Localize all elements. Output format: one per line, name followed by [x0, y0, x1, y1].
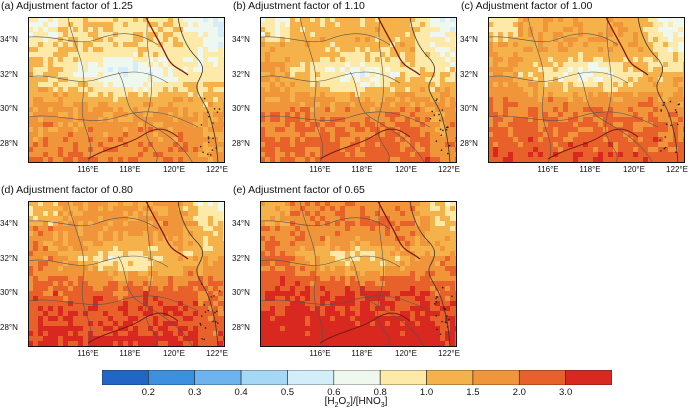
- colorbar-segment: [379, 370, 427, 385]
- longitude-label: 120°E: [395, 349, 417, 358]
- map-field: [260, 17, 457, 163]
- map-svg: [488, 17, 685, 163]
- map-svg: [28, 201, 225, 347]
- map-field: [488, 17, 685, 163]
- map-svg: [260, 17, 457, 163]
- colorbar-svg: [102, 370, 612, 385]
- latitude-label: 32°N: [0, 254, 18, 263]
- latitude-label: 30°N: [0, 104, 18, 113]
- longitude-label: 122°E: [438, 165, 460, 174]
- colorbar-segment: [194, 370, 242, 385]
- longitude-label: 122°E: [666, 165, 688, 174]
- latitude-label: 32°N: [460, 70, 478, 79]
- colorbar-segment: [518, 370, 566, 385]
- map-field: [260, 201, 457, 347]
- colorbar-segment: [287, 370, 335, 385]
- colorbar-tick-label: 0.5: [280, 387, 295, 398]
- longitude-label: 116°E: [77, 349, 99, 358]
- colorbar-segment: [240, 370, 288, 385]
- longitude-label: 120°E: [623, 165, 645, 174]
- colorbar-segment: [102, 370, 149, 385]
- map-svg: [28, 17, 225, 163]
- latitude-label: 32°N: [0, 70, 18, 79]
- latitude-label: 28°N: [460, 139, 478, 148]
- latitude-label: 30°N: [232, 104, 250, 113]
- latitude-label: 34°N: [0, 35, 18, 44]
- longitude-label: 120°E: [163, 165, 185, 174]
- longitude-label: 116°E: [309, 349, 331, 358]
- latitude-label: 32°N: [232, 254, 250, 263]
- latitude-label: 30°N: [232, 288, 250, 297]
- colorbar-tick-label: 0.3: [188, 387, 202, 398]
- colorbar: [102, 370, 612, 385]
- panel-title: (e) Adjustment factor of 0.65: [233, 184, 365, 196]
- longitude-label: 116°E: [537, 165, 559, 174]
- longitude-label: 118°E: [119, 349, 141, 358]
- latitude-label: 28°N: [0, 323, 18, 332]
- colorbar-tick-label: 0.4: [234, 387, 248, 398]
- colorbar-tick-label: 3.0: [559, 387, 573, 398]
- geo-lines: [488, 17, 681, 163]
- geo-lines: [260, 201, 453, 347]
- latitude-label: 30°N: [460, 104, 478, 113]
- longitude-label: 118°E: [351, 349, 373, 358]
- panel-title: (d) Adjustment factor of 0.80: [1, 184, 133, 196]
- latitude-label: 34°N: [0, 219, 18, 228]
- field-cells: [260, 17, 457, 163]
- longitude-label: 122°E: [438, 349, 460, 358]
- latitude-label: 28°N: [0, 139, 18, 148]
- latitude-label: 34°N: [232, 35, 250, 44]
- longitude-label: 118°E: [579, 165, 601, 174]
- map-field: [28, 201, 225, 347]
- field-cells: [28, 201, 225, 347]
- field-cells: [488, 17, 685, 163]
- colorbar-tick-label: 0.6: [327, 387, 341, 398]
- geo-lines: [28, 17, 221, 163]
- panel-title: (a) Adjustment factor of 1.25: [1, 0, 133, 12]
- longitude-label: 116°E: [77, 165, 99, 174]
- map-svg: [260, 201, 457, 347]
- map-panel: (b) Adjustment factor of 1.10 34°N 32°N 30°…: [232, 0, 460, 174]
- colorbar-unit: [H2O2]/[HNO3]: [324, 396, 388, 409]
- colorbar-segment: [148, 370, 196, 385]
- panel-title: (c) Adjustment factor of 1.00: [461, 0, 593, 12]
- colorbar-tick-label: 1.0: [419, 387, 434, 398]
- longitude-label: 116°E: [309, 165, 331, 174]
- map-panel: (c) Adjustment factor of 1.00 34°N 32°N 30°…: [460, 0, 688, 174]
- colorbar-tick-label: 2.0: [512, 387, 526, 398]
- longitude-label: 118°E: [351, 165, 373, 174]
- longitude-label: 122°E: [206, 165, 228, 174]
- geo-lines: [28, 201, 221, 347]
- field-cells: [260, 201, 457, 347]
- latitude-label: 34°N: [232, 219, 250, 228]
- colorbar-tick-label: 0.8: [373, 387, 387, 398]
- panel-title: (b) Adjustment factor of 1.10: [233, 0, 365, 12]
- colorbar-segment: [426, 370, 474, 385]
- latitude-label: 34°N: [460, 35, 478, 44]
- geo-lines: [260, 17, 451, 163]
- latitude-label: 30°N: [0, 288, 18, 297]
- latitude-label: 28°N: [232, 139, 250, 148]
- map-field: [28, 17, 225, 163]
- field-cells: [28, 17, 225, 163]
- latitude-label: 32°N: [232, 70, 250, 79]
- map-panel: (a) Adjustment factor of 1.25 34°N 32°N 30°…: [0, 0, 228, 174]
- colorbar-segment: [333, 370, 381, 385]
- latitude-label: 28°N: [232, 323, 250, 332]
- map-panel: (e) Adjustment factor of 0.65 34°N 32°N 30°…: [232, 184, 460, 358]
- longitude-label: 118°E: [119, 165, 141, 174]
- longitude-label: 120°E: [395, 165, 417, 174]
- colorbar-tick-label: 0.2: [141, 387, 155, 398]
- longitude-label: 120°E: [163, 349, 185, 358]
- map-panel: (d) Adjustment factor of 0.80 34°N 32°N 30°…: [0, 184, 228, 358]
- longitude-label: 122°E: [206, 349, 228, 358]
- colorbar-tick-label: 1.5: [466, 387, 480, 398]
- colorbar-segment: [472, 370, 520, 385]
- colorbar-segment: [565, 370, 612, 385]
